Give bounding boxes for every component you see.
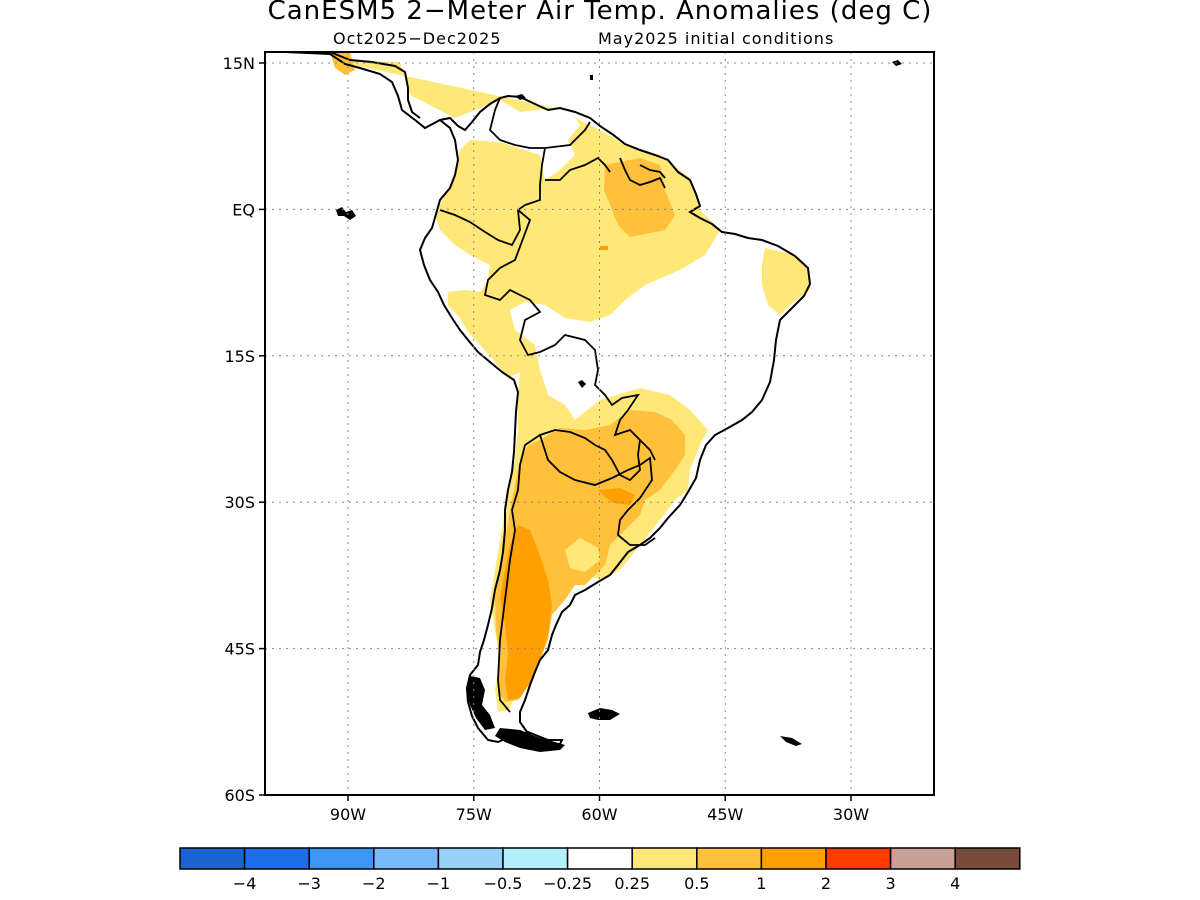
colorbar-label: −3 xyxy=(297,874,321,893)
anomaly-region-guianas xyxy=(604,158,675,237)
anomaly-region-east-brazil xyxy=(762,248,810,315)
colorbar-swatch xyxy=(889,847,956,870)
tierra-del-fuego xyxy=(495,728,565,752)
lon-label: 60W xyxy=(581,805,617,824)
colorbar-swatch xyxy=(179,847,246,870)
colorbar-label: 2 xyxy=(821,874,831,893)
colorbar-swatch xyxy=(308,847,375,870)
colorbar-swatch xyxy=(243,847,310,870)
colorbar-swatch xyxy=(954,847,1021,870)
gridlines xyxy=(265,52,934,795)
plot-frame xyxy=(264,51,935,796)
colorbar-label: 0.25 xyxy=(614,874,650,893)
colorbar-swatch xyxy=(825,847,892,870)
colorbar-swatch xyxy=(566,847,633,870)
lon-label: 90W xyxy=(330,805,366,824)
lon-label: 45W xyxy=(707,805,743,824)
colorbar-swatch xyxy=(373,847,440,870)
colorbar-label: −4 xyxy=(233,874,257,893)
colorbar-swatch xyxy=(631,847,698,870)
colorbar-label: 1 xyxy=(756,874,766,893)
coastline-layer xyxy=(284,52,812,748)
colorbar: −4 −3 −2 −1 −0.5 −0.25 0.25 0.5 1 2 3 4 xyxy=(179,847,1021,893)
lat-label: 30S xyxy=(224,493,255,512)
anomaly-region-chaco xyxy=(598,488,635,505)
colorbar-swatch xyxy=(760,847,827,870)
anomaly-region-north xyxy=(330,60,720,378)
caribbean-islands xyxy=(515,60,902,100)
colorbar-label: 4 xyxy=(950,874,960,893)
anomaly-region-pampas-light xyxy=(565,538,600,572)
falkland-islands xyxy=(588,708,620,720)
chile-archipelago xyxy=(466,676,495,730)
colorbar-label: 0.5 xyxy=(684,874,709,893)
lat-label: 60S xyxy=(224,786,255,805)
colorbar-label: −0.5 xyxy=(484,874,523,893)
lake-titicaca xyxy=(578,380,586,388)
anomaly-region-patagonia xyxy=(500,525,552,700)
colorbar-swatch xyxy=(696,847,763,870)
anomaly-speck-warm xyxy=(600,246,608,250)
colorbar-label: −2 xyxy=(362,874,386,893)
lon-label: 75W xyxy=(456,805,492,824)
galapagos-islands xyxy=(336,207,356,220)
lat-label: EQ xyxy=(232,200,255,219)
colorbar-label: −0.25 xyxy=(543,874,592,893)
map-title: CanESM5 2−Meter Air Temp. Anomalies (deg… xyxy=(267,0,933,26)
colorbar-swatch xyxy=(437,847,504,870)
south-georgia-island xyxy=(780,736,802,746)
lat-label: 15N xyxy=(223,54,255,73)
lon-label: 30W xyxy=(833,805,869,824)
colorbar-label: −1 xyxy=(427,874,451,893)
lat-label: 45S xyxy=(224,640,255,659)
country-borders xyxy=(439,97,666,713)
anomaly-fill-layer xyxy=(330,52,810,712)
lat-label: 15S xyxy=(224,347,255,366)
initial-conditions: May2025 initial conditions xyxy=(598,29,835,48)
south-america-coastline xyxy=(284,52,812,748)
central-america-coast xyxy=(329,52,421,119)
colorbar-label: 3 xyxy=(886,874,896,893)
forecast-period: Oct2025−Dec2025 xyxy=(333,29,502,48)
colorbar-swatch xyxy=(502,847,569,870)
